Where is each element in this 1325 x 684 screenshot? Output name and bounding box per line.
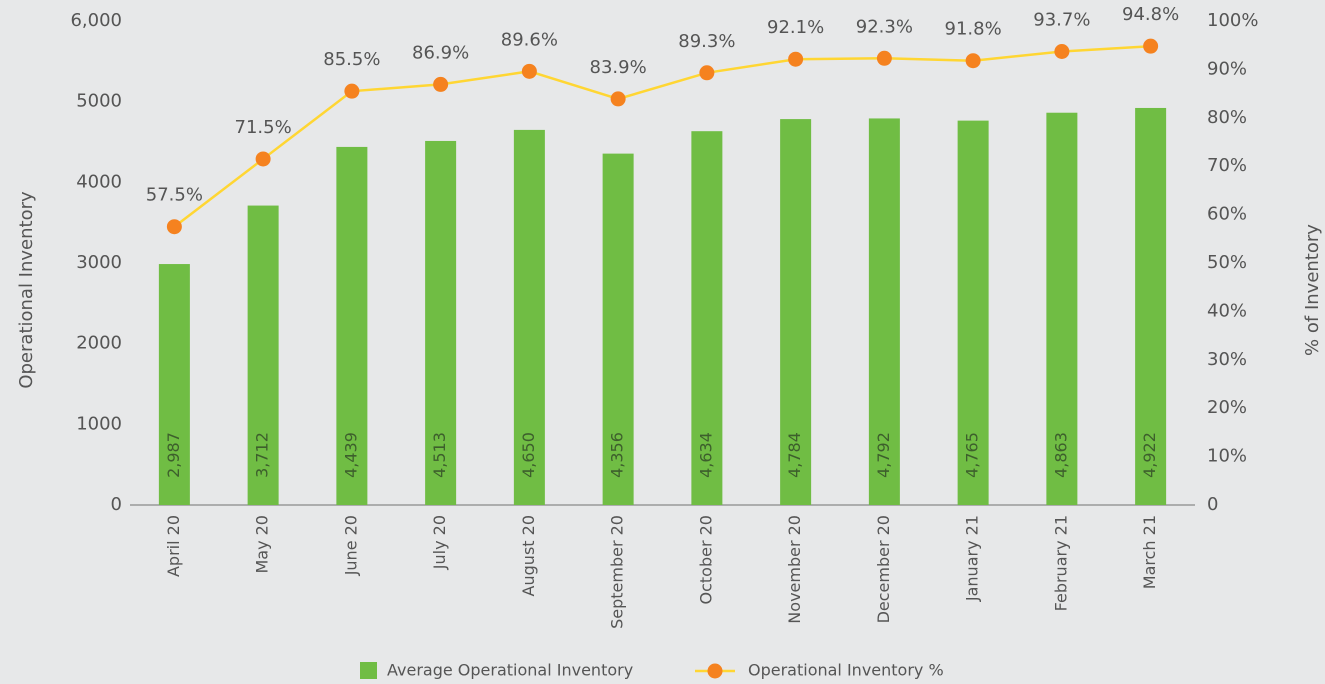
bar-value-label: 4,356 <box>608 432 627 478</box>
bar <box>513 129 545 505</box>
line-marker <box>166 219 182 235</box>
line-marker <box>876 50 892 66</box>
line-marker <box>433 76 449 92</box>
legend-swatch <box>360 662 377 679</box>
y-tick-label: 4000 <box>76 171 122 192</box>
line-value-label: 57.5% <box>146 185 203 206</box>
line-marker <box>255 151 271 167</box>
y-axis-title: Operational Inventory <box>16 191 37 389</box>
y2-tick-label: 30% <box>1207 349 1247 370</box>
x-tick-label: March 21 <box>1140 515 1159 589</box>
line-value-label: 83.9% <box>590 57 647 78</box>
bar <box>691 131 723 505</box>
bar <box>780 119 812 505</box>
x-tick-label: February 21 <box>1051 515 1070 611</box>
line-marker <box>699 65 715 81</box>
line-marker <box>610 91 626 107</box>
line-marker <box>1143 38 1159 54</box>
x-tick-label: November 20 <box>785 515 804 624</box>
y2-tick-label: 70% <box>1207 155 1247 176</box>
y-tick-label: 1000 <box>76 413 122 434</box>
line-value-label: 92.3% <box>856 16 913 37</box>
line-value-label: 93.7% <box>1033 9 1090 30</box>
bar <box>957 120 989 505</box>
y2-axis-title: % of Inventory <box>1302 224 1323 356</box>
bar-value-label: 4,922 <box>1140 432 1159 478</box>
y-tick-label: 5000 <box>76 91 122 112</box>
line <box>173 44 1151 228</box>
x-tick-label: January 21 <box>963 515 982 602</box>
y2-tick-label: 60% <box>1207 204 1247 225</box>
line-value-label: 89.3% <box>678 31 735 52</box>
y2-tick-label: 0 <box>1207 494 1218 515</box>
x-tick-label: September 20 <box>608 515 627 629</box>
legend-marker <box>707 663 723 679</box>
bar-value-label: 4,634 <box>696 432 715 478</box>
x-tick-label: April 20 <box>164 515 183 577</box>
x-tick-label: May 20 <box>253 515 272 574</box>
line-marker <box>344 83 360 99</box>
y-tick-label: 2000 <box>76 333 122 354</box>
bar <box>1135 107 1167 505</box>
bar-value-label: 4,439 <box>341 432 360 478</box>
bar <box>425 140 457 505</box>
line-value-label: 86.9% <box>412 42 469 63</box>
y-tick-label: 0 <box>111 494 122 515</box>
line-value-label: 92.1% <box>767 17 824 38</box>
line-value-label: 85.5% <box>323 49 380 70</box>
x-tick-label: July 20 <box>430 515 449 570</box>
y2-tick-label: 100% <box>1207 10 1258 31</box>
y2-tick-label: 40% <box>1207 300 1247 321</box>
line-marker <box>521 63 537 79</box>
bar <box>1046 112 1078 505</box>
bar-value-label: 4,784 <box>785 432 804 478</box>
bar-value-label: 4,513 <box>430 432 449 478</box>
bar-value-label: 2,987 <box>164 432 183 478</box>
x-tick-label: December 20 <box>874 515 893 623</box>
bar-value-label: 3,712 <box>253 432 272 478</box>
bar <box>868 118 900 505</box>
x-tick-label: August 20 <box>519 515 538 596</box>
bar <box>336 146 368 506</box>
line-value-label: 89.6% <box>501 29 558 50</box>
line-value-label: 91.8% <box>945 19 1002 40</box>
y2-tick-label: 80% <box>1207 107 1247 128</box>
y2-tick-label: 10% <box>1207 446 1247 467</box>
bar <box>247 205 279 505</box>
bar-value-label: 4,650 <box>519 432 538 478</box>
line-marker <box>1054 43 1070 59</box>
legend-label: Average Operational Inventory <box>387 661 633 680</box>
y-tick-label: 6,000 <box>70 10 122 31</box>
bar-value-label: 4,765 <box>963 432 982 478</box>
x-tick-label: June 20 <box>341 515 360 576</box>
bar-value-label: 4,792 <box>874 432 893 478</box>
bar <box>158 264 190 505</box>
bar <box>602 153 634 505</box>
y-tick-label: 3000 <box>76 252 122 273</box>
line-marker <box>788 51 804 67</box>
legend-label: Operational Inventory % <box>748 661 944 680</box>
x-tick-label: October 20 <box>696 515 715 604</box>
y2-tick-label: 50% <box>1207 252 1247 273</box>
y2-tick-label: 90% <box>1207 58 1247 79</box>
line-value-label: 94.8% <box>1122 4 1179 25</box>
line-value-label: 71.5% <box>235 117 292 138</box>
bar-value-label: 4,863 <box>1051 432 1070 478</box>
line-marker <box>965 53 981 69</box>
y2-tick-label: 20% <box>1207 397 1247 418</box>
